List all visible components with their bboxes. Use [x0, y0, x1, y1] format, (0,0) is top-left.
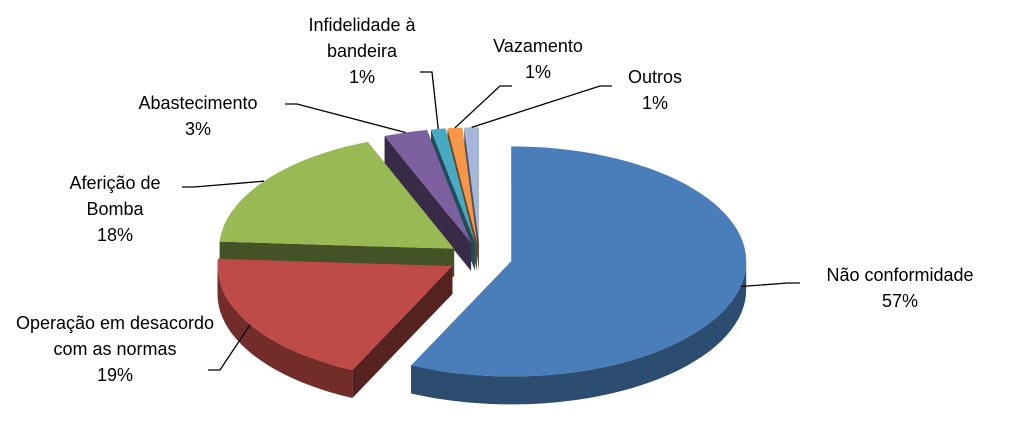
data-label: Vazamento 1% [463, 33, 613, 85]
value-label: 1% [524, 62, 551, 82]
value-label: 18% [96, 225, 134, 245]
category-label: Abastecimento [138, 93, 258, 113]
slice [411, 146, 747, 405]
slice-top [431, 128, 475, 243]
slice-top [384, 130, 472, 243]
data-label: Outros 1% [595, 64, 715, 116]
category-label: Vazamento [493, 36, 583, 56]
leader-line [740, 282, 800, 288]
slice-top [217, 258, 453, 370]
value-label: 1% [641, 93, 668, 113]
value-label: 57% [881, 291, 919, 311]
data-label: Não conformidade 57% [790, 262, 1010, 314]
leader-line [454, 85, 512, 129]
category-label: Aferição de Bomba [69, 173, 161, 219]
slice [384, 129, 472, 271]
slice [217, 258, 453, 399]
value-label: 19% [96, 365, 134, 385]
category-label: Operação em desacordo com as normas [15, 313, 215, 359]
value-label: 1% [348, 67, 375, 87]
category-label: Não conformidade [826, 265, 974, 285]
slice-top [464, 127, 479, 243]
slice-top [411, 146, 747, 377]
leader-line [471, 85, 612, 129]
slice-side [384, 136, 472, 271]
data-label: Aferição de Bomba 18% [45, 170, 185, 248]
value-label: 3% [184, 119, 211, 139]
leader-line [208, 324, 251, 371]
category-label: Infidelidade à bandeira [308, 15, 416, 61]
slice-wall [217, 266, 353, 398]
slice-top [447, 127, 477, 243]
slice-side [352, 265, 453, 399]
slice-top [219, 141, 455, 249]
data-label: Abastecimento 3% [98, 90, 298, 142]
slice-wall [411, 261, 747, 405]
leader-line [285, 103, 406, 134]
data-label: Infidelidade à bandeira 1% [277, 12, 447, 90]
leader-line [182, 180, 265, 188]
data-label: Operação em desacordo com as normas 19% [10, 310, 220, 388]
leader-line [420, 71, 439, 130]
category-label: Outros [627, 67, 683, 87]
